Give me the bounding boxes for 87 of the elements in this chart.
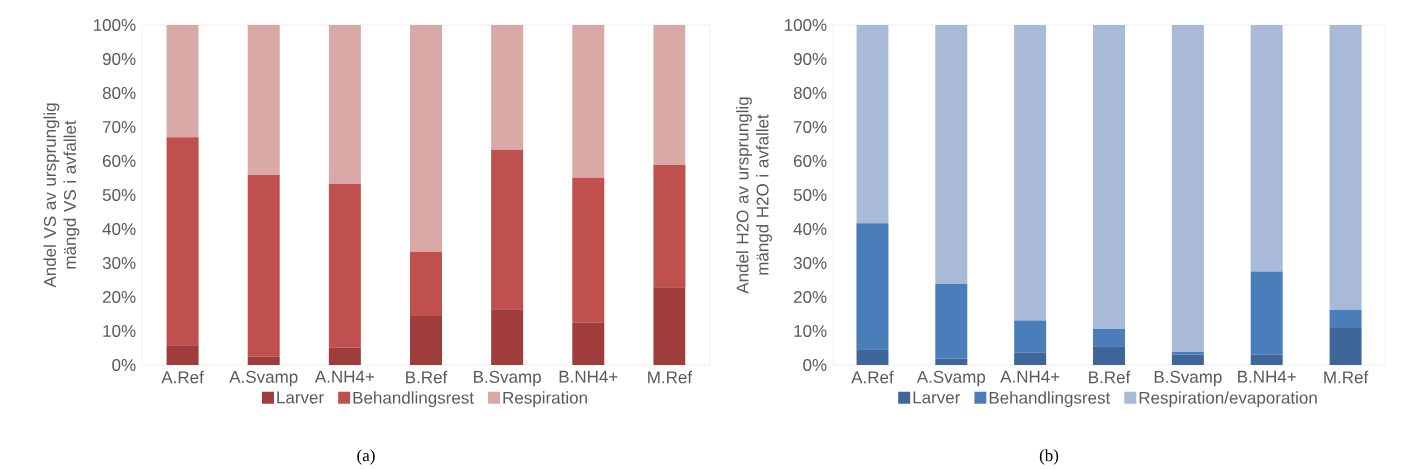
bar <box>1093 346 1126 365</box>
bar <box>935 358 968 365</box>
bar <box>410 25 442 252</box>
x-tick-label: B.Svamp <box>474 370 541 387</box>
legend-label: Behandlingsrest <box>989 391 1111 408</box>
bar <box>410 251 442 317</box>
bar <box>491 25 524 150</box>
bar <box>1329 327 1362 365</box>
bar <box>247 174 280 357</box>
bar <box>328 183 361 348</box>
y-tick-label: 70% <box>794 120 827 134</box>
bar <box>166 137 199 346</box>
y-tick-label: 20% <box>102 290 136 304</box>
bar <box>247 25 280 175</box>
y-tick-label: 80% <box>793 86 827 100</box>
legend-label: Larver <box>277 391 324 404</box>
bar <box>1250 25 1283 272</box>
text: (b) <box>1039 449 1059 465</box>
bar <box>572 322 605 365</box>
bar <box>1014 352 1047 365</box>
bar <box>410 316 442 365</box>
bar <box>491 309 524 365</box>
bar <box>572 25 605 178</box>
bar <box>1171 25 1204 353</box>
bar <box>328 347 361 365</box>
x-tick-label: A.Svamp <box>229 370 298 387</box>
x-tick-label: B.Ref <box>1089 370 1131 384</box>
y-tick-label: 40% <box>102 222 136 236</box>
bar <box>1329 25 1362 310</box>
bar <box>653 165 686 288</box>
bar <box>1014 320 1047 353</box>
bar <box>1014 25 1047 321</box>
bar <box>166 25 199 138</box>
bar <box>1093 328 1126 347</box>
bar <box>856 25 889 224</box>
bar <box>1250 354 1283 365</box>
bar <box>247 356 280 365</box>
legend-label: Larver <box>913 391 961 404</box>
text: (a) <box>357 449 375 465</box>
x-tick-label: A.Ref <box>161 370 204 384</box>
legend-label: Behandlingsrest <box>353 391 474 408</box>
legend-label: Respiration <box>503 391 587 408</box>
y-tick-label: 30% <box>102 256 136 270</box>
y-tick-label: 20% <box>793 290 827 304</box>
y-axis-title: Andel VS av ursprunglig mängd VS i avfallet <box>43 103 80 288</box>
y-tick-label: 30% <box>793 256 827 270</box>
x-tick-label: A.NH4+ <box>1000 370 1060 383</box>
bar <box>935 283 968 359</box>
x-tick-label: A.Svamp <box>916 370 986 387</box>
bar <box>1329 309 1362 328</box>
y-tick-label: 80% <box>102 86 136 100</box>
x-tick-label: A.Ref <box>851 370 894 384</box>
bar <box>653 287 686 365</box>
y-tick-label: 10% <box>103 324 136 338</box>
bar <box>1250 271 1283 355</box>
y-tick-label: 0% <box>803 358 827 372</box>
bar <box>328 25 361 184</box>
bar <box>856 223 889 350</box>
bar <box>1171 354 1204 365</box>
legend-label: Respiration/evaporation <box>1139 391 1317 408</box>
y-tick-label: 10% <box>794 324 827 338</box>
x-tick-label: B.NH4+ <box>559 370 618 383</box>
bar <box>1093 25 1126 329</box>
y-tick-label: 40% <box>793 222 827 236</box>
bar <box>653 25 686 166</box>
x-tick-label: M.Ref <box>648 370 693 384</box>
x-tick-label: A.NH4+ <box>314 370 375 383</box>
bar <box>856 349 889 365</box>
y-tick-label: 50% <box>102 188 136 202</box>
x-tick-label: B.Ref <box>406 370 448 384</box>
x-tick-label: B.Svamp <box>1154 370 1222 387</box>
y-tick-label: 100% <box>784 18 827 32</box>
bar <box>572 177 605 323</box>
y-tick-label: 60% <box>793 154 827 168</box>
x-tick-label: M.Ref <box>1324 370 1369 384</box>
y-axis-title: Andel H2O av ursprunglig mängd H2O i avfallet <box>736 97 772 294</box>
y-tick-label: 60% <box>102 154 136 168</box>
bar <box>935 25 968 284</box>
y-tick-label: 50% <box>793 188 827 202</box>
y-tick-label: 90% <box>793 52 827 66</box>
bar <box>491 149 524 310</box>
y-tick-label: 100% <box>93 18 136 32</box>
y-tick-label: 90% <box>102 52 136 66</box>
y-tick-label: 70% <box>102 120 136 134</box>
y-tick-label: 0% <box>112 358 136 372</box>
x-tick-label: B.NH4+ <box>1238 370 1296 383</box>
bar <box>166 345 199 365</box>
